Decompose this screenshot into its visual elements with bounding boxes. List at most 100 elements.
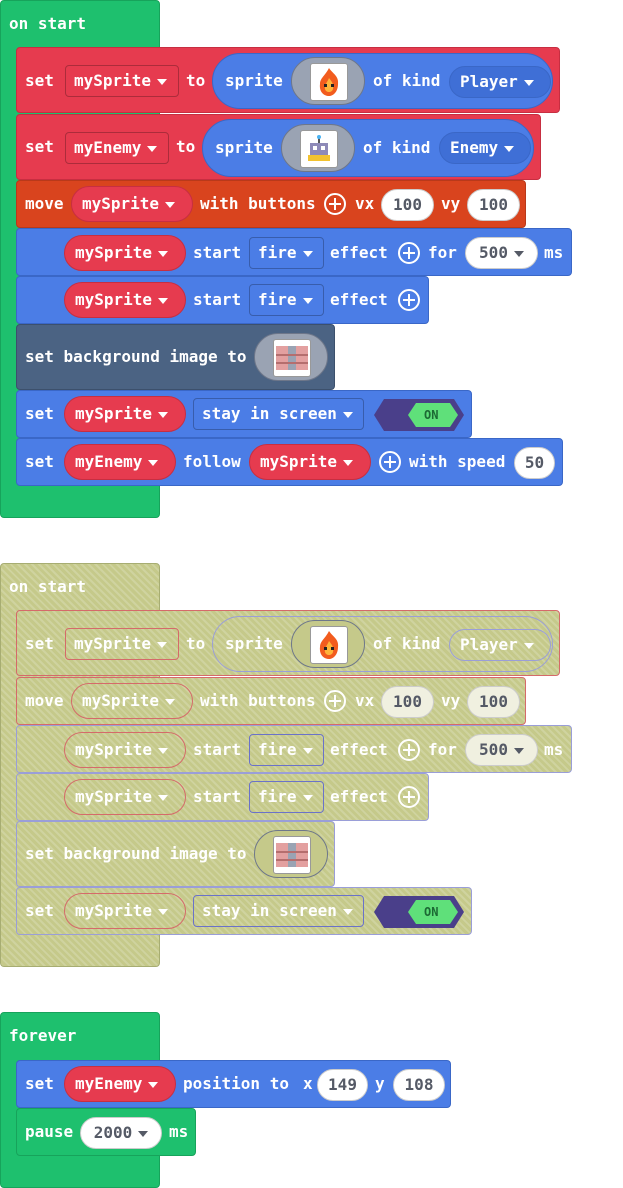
move-with-buttons-block[interactable]: move mySprite with buttons vx 100 vy 100 (16, 180, 526, 228)
start-effect-block-disabled[interactable]: mySprite start fire effect (16, 773, 429, 821)
start-effect-for-block[interactable]: mySprite start fire effect for 500 ms (16, 228, 572, 276)
variable-name: mySprite (75, 740, 153, 759)
add-circle-icon[interactable] (398, 786, 420, 808)
image-picker[interactable] (254, 333, 328, 381)
speed-input[interactable]: 50 (514, 447, 555, 479)
sprite-create-block[interactable]: sprite of kind Enemy (202, 119, 534, 177)
vx-input[interactable]: 100 (381, 189, 434, 221)
sprite-create-block[interactable]: sprite of kind Player (212, 53, 553, 109)
start-effect-block[interactable]: mySprite start fire effect (16, 276, 429, 324)
vy-input[interactable]: 100 (467, 686, 520, 718)
effect-dropdown[interactable]: fire (249, 284, 324, 316)
variable-reporter[interactable]: mySprite (64, 235, 186, 271)
set-sprite-block-disabled[interactable]: set mySprite to sprite of kind Player (16, 610, 560, 676)
toggle-switch[interactable] (372, 894, 466, 930)
of-kind-label: of kind (363, 138, 431, 157)
duration-value: 500 (479, 243, 508, 262)
set-position-block[interactable]: set myEnemy position to x 149 y 108 (16, 1060, 451, 1108)
duration-dropdown[interactable]: 500 (465, 237, 538, 269)
vx-input[interactable]: 100 (381, 686, 434, 718)
add-circle-icon[interactable] (324, 690, 346, 712)
kind-dropdown[interactable]: Player (449, 629, 551, 661)
duration-dropdown[interactable]: 500 (465, 734, 538, 766)
start-effect-for-block-disabled[interactable]: mySprite start fire effect for 500 ms (16, 725, 572, 773)
set-stay-in-screen-block[interactable]: set mySprite stay in screen ON (16, 390, 472, 438)
effect-label: effect (330, 290, 388, 309)
variable-reporter[interactable]: mySprite (71, 186, 193, 222)
variable-name: mySprite (75, 243, 153, 262)
variable-reporter[interactable]: mySprite (71, 683, 193, 719)
add-circle-icon[interactable] (379, 451, 401, 473)
duration-value: 500 (479, 740, 508, 759)
variable-reporter[interactable]: mySprite (64, 779, 186, 815)
move-with-buttons-block-disabled[interactable]: move mySprite with buttons vx 100 vy 100 (16, 677, 526, 725)
follow-block[interactable]: set myEnemy follow mySprite with speed 5… (16, 438, 563, 486)
add-circle-icon[interactable] (398, 289, 420, 311)
vy-input[interactable]: 100 (467, 189, 520, 221)
start-label: start (193, 740, 242, 759)
variable-reporter[interactable]: myEnemy (64, 444, 176, 480)
set-label: set (25, 901, 54, 920)
variable-reporter[interactable]: mySprite (64, 396, 186, 432)
variable-name: mySprite (75, 901, 153, 920)
toggle-switch[interactable] (372, 397, 466, 433)
add-circle-icon[interactable] (398, 242, 420, 264)
sprite-label: sprite (225, 634, 283, 653)
sprite-label: sprite (225, 71, 283, 90)
pause-duration-dropdown[interactable]: 2000 (80, 1117, 162, 1149)
brick-background-icon (276, 843, 308, 867)
image-picker[interactable] (291, 57, 365, 105)
variable-dropdown[interactable]: mySprite (65, 65, 179, 97)
flag-name: stay in screen (202, 901, 337, 920)
set-background-image-block[interactable]: set background image to (16, 324, 335, 390)
image-picker[interactable] (291, 620, 365, 668)
variable-dropdown[interactable]: mySprite (65, 628, 179, 660)
hat-label: on start (9, 577, 87, 596)
dropdown-caret-icon (513, 250, 524, 257)
effect-dropdown[interactable]: fire (249, 734, 324, 766)
kind-name: Player (460, 72, 518, 91)
dropdown-caret-icon (523, 642, 534, 649)
variable-reporter[interactable]: myEnemy (64, 1066, 176, 1102)
pause-block[interactable]: pause 2000 ms (16, 1108, 196, 1156)
hat-label: on start (9, 14, 87, 33)
variable-reporter[interactable]: mySprite (64, 732, 186, 768)
variable-reporter[interactable]: mySprite (64, 282, 186, 318)
variable-reporter[interactable]: mySprite (64, 893, 186, 929)
vx-label: vx (355, 691, 375, 710)
toggle-label: ON (424, 408, 439, 422)
flag-dropdown[interactable]: stay in screen (193, 895, 364, 927)
dropdown-caret-icon (158, 908, 169, 915)
dropdown-caret-icon (513, 747, 524, 754)
kind-dropdown[interactable]: Enemy (439, 132, 531, 164)
sprite-create-block[interactable]: sprite of kind Player (212, 616, 553, 672)
set-label: set (25, 1074, 54, 1093)
effect-dropdown[interactable]: fire (249, 781, 324, 813)
dropdown-caret-icon (138, 1130, 149, 1137)
variable-dropdown[interactable]: myEnemy (65, 132, 169, 164)
add-circle-icon[interactable] (398, 739, 420, 761)
y-input[interactable]: 108 (393, 1069, 445, 1101)
dropdown-caret-icon (165, 201, 176, 208)
effect-dropdown[interactable]: fire (249, 237, 324, 269)
set-stay-in-screen-block-disabled[interactable]: set mySprite stay in screen ON (16, 887, 472, 935)
image-picker[interactable] (281, 124, 355, 172)
dropdown-caret-icon (157, 641, 168, 648)
set-sprite-block[interactable]: set mySprite to sprite of kind Player (16, 47, 560, 113)
flag-dropdown[interactable]: stay in screen (193, 398, 364, 430)
pause-label: pause (25, 1122, 74, 1141)
set-background-image-block-disabled[interactable]: set background image to (16, 821, 335, 887)
dropdown-caret-icon (158, 411, 169, 418)
variable-name: mySprite (75, 787, 153, 806)
x-input[interactable]: 149 (317, 1069, 368, 1101)
for-label: for (428, 740, 457, 759)
set-sprite-block[interactable]: set myEnemy to sprite of kind Enemy (16, 114, 541, 180)
image-picker[interactable] (254, 830, 328, 878)
target-reporter[interactable]: mySprite (249, 444, 371, 480)
start-label: start (193, 787, 242, 806)
of-kind-label: of kind (373, 634, 441, 653)
add-circle-icon[interactable] (324, 193, 346, 215)
ms-label: ms (544, 243, 564, 262)
kind-name: Player (460, 635, 518, 654)
kind-dropdown[interactable]: Player (449, 66, 551, 98)
